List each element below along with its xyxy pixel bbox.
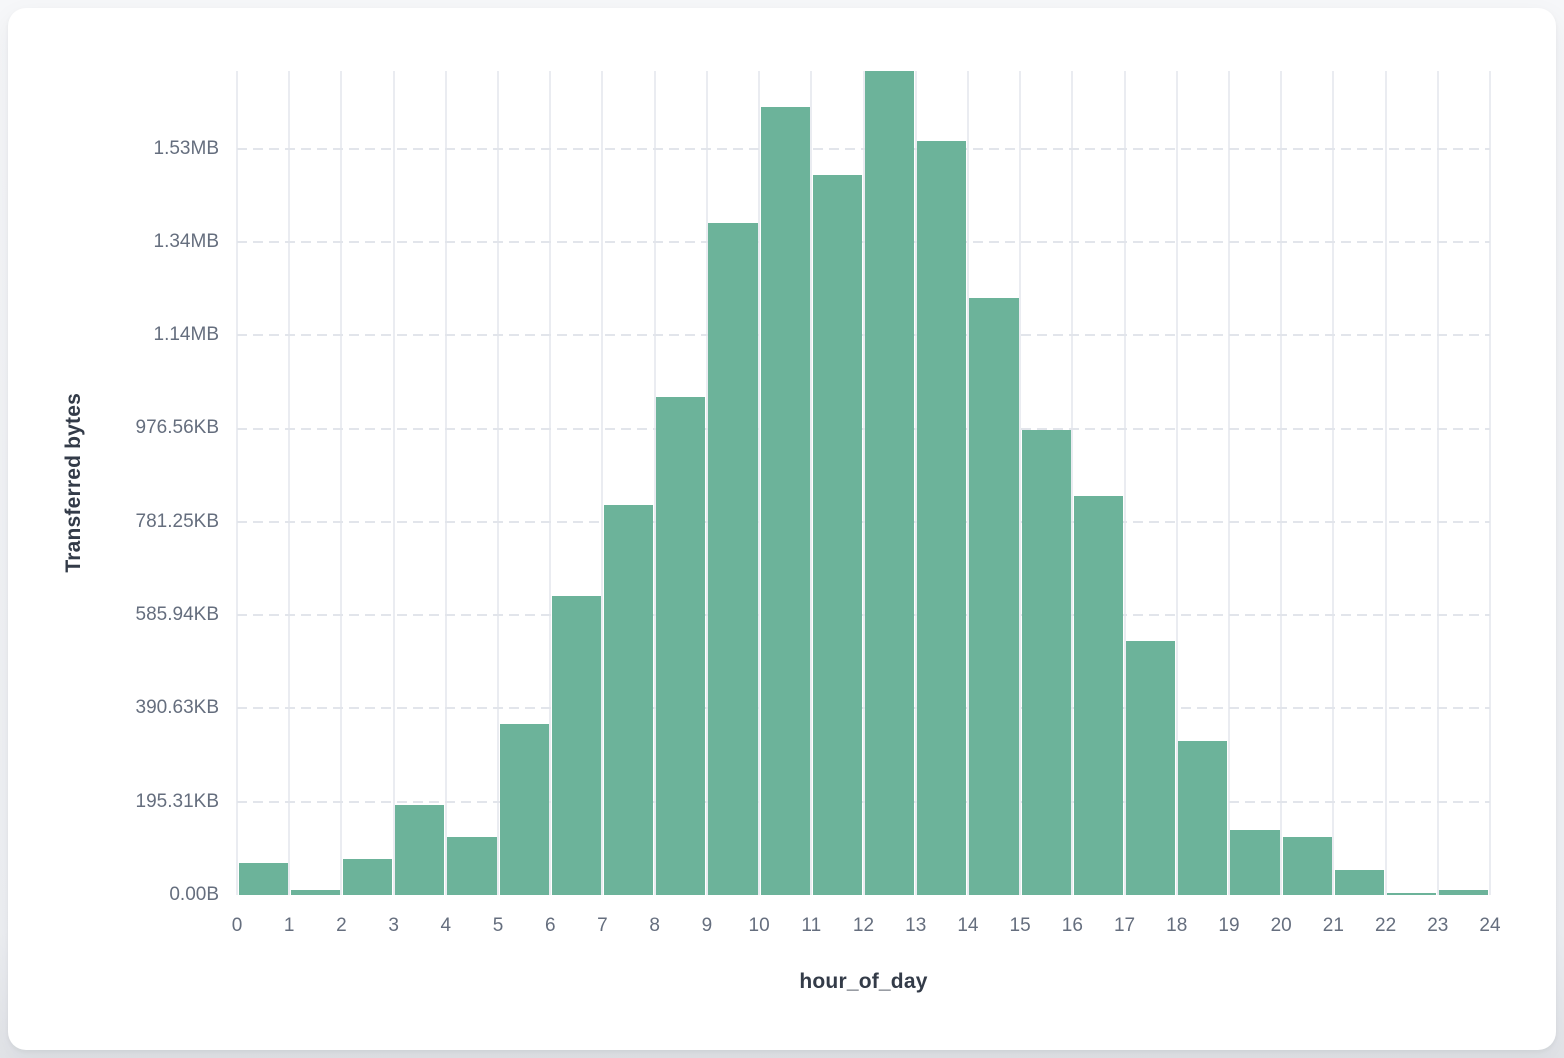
x-tick-label: 9 xyxy=(701,915,713,936)
y-tick-label: 585.94KB xyxy=(135,604,219,626)
vertical-gridline xyxy=(1384,71,1387,895)
vertical-gridline xyxy=(966,71,969,895)
vertical-gridline xyxy=(1175,71,1178,895)
x-tick-label: 11 xyxy=(801,915,822,936)
x-tick-label: 14 xyxy=(957,915,979,936)
vertical-gridline xyxy=(1227,71,1230,895)
vertical-gridline xyxy=(653,71,656,895)
vertical-gridline xyxy=(236,71,238,895)
vertical-gridline xyxy=(1071,71,1074,895)
vertical-gridline xyxy=(1436,71,1439,895)
y-tick-label: 0.00B xyxy=(169,884,219,905)
horizontal-gridline xyxy=(237,147,1490,150)
histogram-bar-hour-0[interactable] xyxy=(238,863,288,895)
x-axis-tick-labels: 0 1 2 3 4 5 6 7 8 9 10 11 12 13 14 15 16 17 18 19 20 21 22 23 24 xyxy=(232,913,1501,939)
vertical-gridline xyxy=(1280,71,1283,895)
histogram-bar-hour-9[interactable] xyxy=(708,222,758,895)
x-tick-label: 2 xyxy=(336,915,347,936)
histogram-bar-hour-15[interactable] xyxy=(1021,429,1071,895)
x-tick-label: 10 xyxy=(748,915,770,936)
vertical-gridline xyxy=(1489,71,1491,895)
histogram-bar-hour-22[interactable] xyxy=(1387,893,1437,895)
chart-card: Transferred bytes 0.00B 195.31KB 390.63KB 5… xyxy=(8,8,1556,1050)
vertical-gridline xyxy=(758,71,761,895)
horizontal-gridline xyxy=(237,800,1490,803)
x-tick-label: 13 xyxy=(905,915,927,936)
vertical-gridline xyxy=(497,71,500,895)
plot-area xyxy=(236,71,1491,895)
vertical-gridline xyxy=(549,71,552,895)
x-tick-label: 20 xyxy=(1270,915,1292,936)
vertical-gridline xyxy=(1123,71,1126,895)
histogram-bar-hour-5[interactable] xyxy=(499,724,549,895)
x-tick-label: 7 xyxy=(597,915,608,936)
histogram-bar-hour-10[interactable] xyxy=(760,106,810,895)
histogram-bar-hour-14[interactable] xyxy=(969,297,1019,895)
x-tick-label: 19 xyxy=(1218,915,1240,936)
histogram-bar-hour-20[interactable] xyxy=(1282,837,1332,895)
x-axis-title-text: hour_of_day xyxy=(799,970,928,993)
histogram-bar-hour-18[interactable] xyxy=(1178,741,1228,895)
histogram-bar-hour-21[interactable] xyxy=(1334,869,1385,895)
histogram-bar-hour-4[interactable] xyxy=(447,837,497,895)
x-tick-label: 23 xyxy=(1427,915,1449,936)
horizontal-gridline xyxy=(237,427,1490,430)
histogram-bar-hour-1[interactable] xyxy=(290,889,340,895)
histogram-bar-hour-8[interactable] xyxy=(656,396,706,895)
histogram-bar-hour-6[interactable] xyxy=(551,596,601,895)
vertical-gridline xyxy=(914,71,917,895)
x-axis-title: hour_of_day xyxy=(237,970,1490,994)
histogram-bar-hour-19[interactable] xyxy=(1230,830,1280,895)
x-tick-label: 17 xyxy=(1113,915,1136,936)
histogram-bar-hour-17[interactable] xyxy=(1126,640,1176,895)
x-tick-label: 22 xyxy=(1375,915,1397,936)
vertical-gridline xyxy=(288,71,291,895)
x-tick-label: 1 xyxy=(283,915,295,936)
y-tick-label: 1.14MB xyxy=(153,324,219,346)
x-tick-label: 24 xyxy=(1479,915,1501,936)
x-tick-label: 6 xyxy=(544,915,556,936)
y-tick-label: 1.53MB xyxy=(153,137,219,159)
y-axis-tick-labels: 0.00B 195.31KB 390.63KB 585.94KB 781.25KB 976… xyxy=(8,71,219,905)
x-tick-label: 3 xyxy=(388,915,399,936)
x-tick-label: 16 xyxy=(1061,915,1083,936)
x-tick-label: 5 xyxy=(492,915,504,936)
vertical-gridline xyxy=(392,71,395,895)
y-tick-label: 781.25KB xyxy=(135,510,219,532)
histogram-bar-hour-13[interactable] xyxy=(917,141,967,895)
y-tick-label: 195.31KB xyxy=(135,790,219,812)
vertical-gridline xyxy=(444,71,447,895)
vertical-gridline xyxy=(1019,71,1022,895)
vertical-gridline xyxy=(340,71,343,895)
y-tick-label: 976.56KB xyxy=(135,417,219,439)
vertical-gridline xyxy=(862,71,865,895)
histogram-bar-hour-12[interactable] xyxy=(865,71,915,895)
horizontal-gridline xyxy=(237,707,1490,710)
y-tick-label: 390.63KB xyxy=(135,697,219,719)
horizontal-gridline xyxy=(237,334,1490,337)
histogram-bar-hour-11[interactable] xyxy=(812,175,862,895)
vertical-gridline xyxy=(705,71,708,895)
vertical-gridline xyxy=(810,71,813,895)
histogram-bar-hour-7[interactable] xyxy=(603,505,654,895)
vertical-gridline xyxy=(601,71,604,895)
vertical-gridline xyxy=(1332,71,1335,895)
histogram-bar-hour-2[interactable] xyxy=(342,859,393,895)
horizontal-gridline xyxy=(237,240,1490,243)
histogram-bar-hour-23[interactable] xyxy=(1439,890,1489,895)
x-tick-label: 21 xyxy=(1322,915,1344,936)
x-tick-label: 0 xyxy=(231,915,243,936)
x-tick-label: 15 xyxy=(1009,915,1031,936)
y-tick-label: 1.34MB xyxy=(153,230,219,252)
histogram-bar-hour-3[interactable] xyxy=(395,804,445,895)
horizontal-gridline xyxy=(237,520,1490,523)
x-tick-label: 8 xyxy=(649,915,660,936)
horizontal-gridline xyxy=(237,614,1490,617)
histogram-bar-hour-16[interactable] xyxy=(1073,496,1124,895)
x-tick-label: 18 xyxy=(1166,915,1188,936)
x-tick-label: 4 xyxy=(440,915,452,936)
x-tick-label: 12 xyxy=(852,915,875,936)
